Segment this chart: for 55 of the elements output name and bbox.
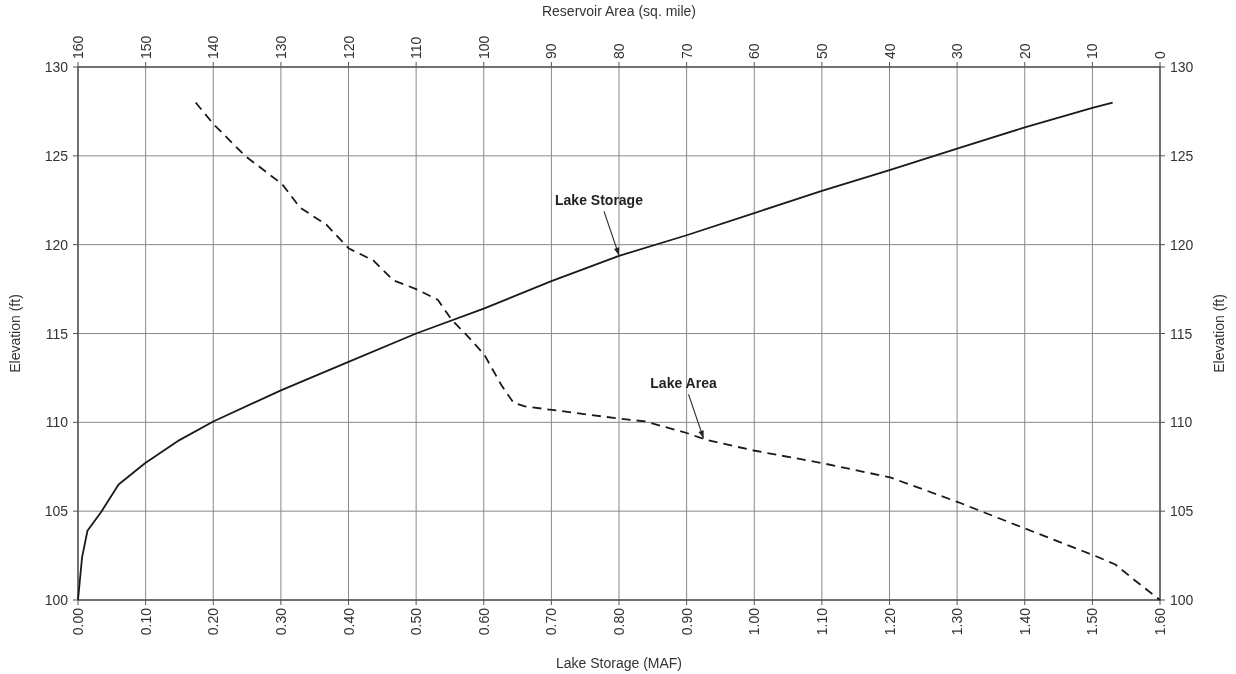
x2-axis-title: Reservoir Area (sq. mile) bbox=[541, 3, 697, 19]
y-tick-label: 125 bbox=[44, 147, 69, 164]
y2-tick-label: 105 bbox=[1170, 503, 1194, 520]
x2-tick-label: 150 bbox=[137, 35, 154, 59]
annotation: Lake Storage bbox=[555, 192, 644, 209]
x-tick-label: 1.60 bbox=[1152, 607, 1168, 636]
x-tick-label: 0.90 bbox=[678, 607, 695, 636]
x2-tick-label: 140 bbox=[205, 35, 222, 59]
y-tick-label: 130 bbox=[44, 59, 69, 75]
y-tick-label: 120 bbox=[44, 236, 69, 253]
x2-tick-label: 30 bbox=[949, 43, 966, 59]
x2-tick-label: 70 bbox=[678, 43, 695, 59]
y-tick-label: 115 bbox=[45, 325, 69, 342]
x2-tick-label: 20 bbox=[1016, 43, 1033, 59]
x2-tick-label: 100 bbox=[475, 35, 492, 59]
x-tick-label: 0.50 bbox=[408, 607, 425, 636]
x-tick-label: 1.50 bbox=[1084, 607, 1101, 636]
y2-tick-label: 110 bbox=[1170, 414, 1193, 431]
line-series bbox=[77, 101, 1114, 601]
x-tick-label: 1.30 bbox=[949, 607, 966, 636]
x2-tick-label: 160 bbox=[70, 35, 86, 59]
x-tick-label: 1.10 bbox=[813, 607, 830, 636]
x-tick-label: 0.20 bbox=[205, 607, 222, 636]
y-tick-label: 110 bbox=[45, 414, 69, 431]
x2-tick-label: 50 bbox=[813, 43, 830, 59]
x-axis-title: Lake Storage (MAF) bbox=[555, 655, 683, 671]
y-axis-title: Elevation (ft) bbox=[7, 294, 23, 373]
y2-tick-label: 120 bbox=[1170, 236, 1194, 253]
y2-tick-label: 115 bbox=[1170, 325, 1193, 342]
x-tick-label: 0.70 bbox=[543, 607, 560, 636]
x2-tick-label: 80 bbox=[611, 43, 627, 59]
x-tick-label: 1.20 bbox=[881, 607, 898, 636]
x-tick-label: 0.00 bbox=[70, 607, 86, 636]
x2-tick-label: 40 bbox=[881, 43, 898, 59]
x2-tick-label: 110 bbox=[408, 36, 425, 59]
x-tick-label: 0.60 bbox=[475, 607, 492, 636]
x-tick-label: 1.00 bbox=[746, 607, 763, 636]
y-tick-label: 105 bbox=[44, 503, 69, 520]
x2-tick-label: 60 bbox=[746, 43, 763, 59]
x2-tick-label: 0 bbox=[1152, 51, 1168, 59]
x-tick-label: 1.40 bbox=[1016, 607, 1033, 636]
x2-tick-label: 130 bbox=[272, 35, 289, 59]
x2-tick-label: 120 bbox=[340, 35, 357, 59]
y-tick-label: 100 bbox=[44, 592, 69, 608]
x-tick-label: 0.40 bbox=[340, 607, 357, 636]
x-tick-label: 0.10 bbox=[137, 607, 154, 636]
x-tick-label: 0.80 bbox=[611, 607, 627, 636]
x2-tick-label: 10 bbox=[1084, 43, 1101, 59]
y2-tick-label: 130 bbox=[1170, 59, 1194, 75]
y2-tick-label: 100 bbox=[1170, 592, 1194, 608]
x2-tick-label: 90 bbox=[543, 43, 560, 59]
y2-tick-label: 125 bbox=[1170, 147, 1194, 164]
y2-axis-title: Elevation (ft) bbox=[1211, 294, 1227, 373]
annotation: Lake Area bbox=[650, 375, 717, 392]
x-tick-label: 0.30 bbox=[272, 607, 289, 636]
